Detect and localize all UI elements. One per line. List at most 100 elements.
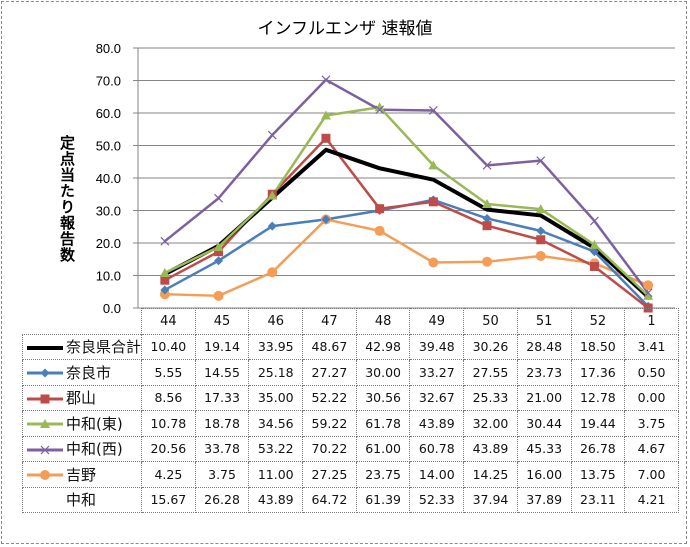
data-label: 18.50 bbox=[570, 333, 626, 360]
series-line bbox=[164, 105, 650, 297]
data-point bbox=[374, 102, 385, 112]
data-label: 14.00 bbox=[409, 461, 465, 488]
legend-marker bbox=[40, 419, 50, 429]
data-label: 37.89 bbox=[516, 486, 572, 513]
y-tick-label: 70.0 bbox=[96, 74, 121, 89]
x-tick-label: 44 bbox=[141, 308, 196, 335]
y-tick-label: 60.0 bbox=[96, 106, 121, 121]
data-point bbox=[320, 110, 331, 120]
data-label: 7.00 bbox=[624, 461, 679, 488]
data-label: 34.56 bbox=[248, 410, 304, 437]
data-point bbox=[214, 247, 224, 257]
data-label: 30.26 bbox=[463, 333, 518, 360]
data-point bbox=[267, 130, 277, 140]
legend-label: 奈良市 bbox=[66, 363, 112, 382]
legend-label: 吉野 bbox=[66, 465, 97, 484]
data-label: 14.25 bbox=[463, 461, 518, 488]
data-label: 32.00 bbox=[463, 410, 518, 437]
data-label: 25.18 bbox=[248, 359, 304, 386]
legend-entry: 中和(西) bbox=[21, 435, 143, 462]
data-label: 0.50 bbox=[624, 359, 679, 386]
x-tick-label: 49 bbox=[409, 308, 465, 335]
data-point bbox=[589, 239, 600, 249]
legend-key bbox=[27, 470, 63, 481]
data-point bbox=[482, 199, 493, 208]
legend-key bbox=[27, 368, 63, 378]
data-point bbox=[590, 216, 599, 226]
series-line bbox=[164, 78, 650, 294]
legend-label: 奈良県合計 bbox=[66, 338, 142, 357]
legend-label: 中和(西) bbox=[66, 440, 123, 459]
data-point bbox=[643, 290, 654, 300]
data-label: 70.22 bbox=[302, 435, 357, 462]
data-label: 8.56 bbox=[141, 384, 196, 411]
data-label: 27.27 bbox=[302, 359, 357, 386]
series-line bbox=[164, 218, 649, 298]
data-point bbox=[159, 267, 170, 277]
data-point bbox=[643, 288, 653, 298]
data-label: 39.48 bbox=[409, 333, 465, 360]
y-tick-label: 80.0 bbox=[96, 41, 121, 56]
data-label: 43.89 bbox=[409, 410, 465, 437]
data-point bbox=[374, 225, 385, 236]
data-point bbox=[321, 75, 331, 85]
data-label: 30.00 bbox=[355, 359, 411, 386]
data-point bbox=[482, 256, 493, 267]
legend-label: 中和(東) bbox=[66, 414, 123, 433]
data-label: 20.56 bbox=[141, 435, 196, 462]
data-point bbox=[428, 106, 438, 115]
x-tick-label: 48 bbox=[355, 308, 411, 335]
y-tick-label: 50.0 bbox=[96, 139, 121, 154]
data-label: 26.28 bbox=[194, 486, 250, 513]
legend-entry: 奈良市 bbox=[21, 359, 143, 386]
series-line bbox=[163, 147, 650, 299]
data-label: 33.95 bbox=[248, 333, 304, 360]
data-point bbox=[428, 257, 439, 268]
data-point bbox=[535, 204, 546, 214]
legend-entry: 中和(東) bbox=[21, 410, 143, 437]
x-tick-label: 51 bbox=[516, 308, 572, 335]
y-tick-label: 10.0 bbox=[96, 269, 121, 284]
data-label: 52.33 bbox=[409, 486, 465, 513]
data-point bbox=[589, 261, 599, 271]
data-point bbox=[214, 256, 224, 266]
data-point bbox=[536, 235, 546, 245]
data-point bbox=[267, 221, 277, 231]
y-axis-label: 定点当たり報告数 bbox=[58, 135, 76, 263]
data-table: 44 45 46 47 48 49 50 51 52 1 奈良県合計 10.40 19.14 33.95… bbox=[21, 308, 679, 513]
data-label: 33.78 bbox=[194, 435, 250, 462]
data-label: 27.25 bbox=[302, 461, 357, 488]
legend-key bbox=[27, 419, 63, 429]
data-point bbox=[375, 204, 385, 214]
x-tick-label: 46 bbox=[248, 308, 304, 335]
x-tick-label: 52 bbox=[570, 308, 626, 335]
legend-entry: 中和 bbox=[21, 486, 143, 513]
series-line bbox=[164, 137, 649, 309]
header-blank bbox=[22, 308, 143, 334]
data-label: 53.22 bbox=[248, 435, 304, 462]
y-tick-label: 40.0 bbox=[96, 171, 121, 186]
legend-key bbox=[27, 345, 63, 350]
data-table-row: 郡山 8.56 17.33 35.00 52.22 30.56 32.67 25.33 21.0… bbox=[21, 384, 679, 411]
data-point bbox=[267, 267, 278, 278]
data-point bbox=[482, 213, 492, 223]
data-point bbox=[375, 105, 385, 115]
data-point bbox=[536, 156, 546, 166]
data-label: 5.55 bbox=[141, 359, 196, 386]
data-table-row: 奈良市 5.55 14.55 25.18 27.27 30.00 33.27 27.55 23.… bbox=[21, 359, 679, 386]
gridlines bbox=[133, 47, 675, 309]
data-label: 26.78 bbox=[570, 435, 626, 462]
data-table-row: 吉野 4.25 3.75 11.00 27.25 23.75 14.00 14.25 16.00… bbox=[21, 461, 679, 488]
legend-marker bbox=[40, 394, 50, 404]
data-point bbox=[535, 251, 546, 261]
legend-marker bbox=[40, 368, 50, 378]
data-point bbox=[482, 160, 492, 170]
data-point bbox=[428, 197, 438, 207]
data-label: 32.67 bbox=[409, 384, 465, 411]
series-line bbox=[164, 198, 650, 308]
data-point bbox=[267, 190, 278, 200]
data-label: 52.22 bbox=[302, 384, 357, 411]
data-label: 16.00 bbox=[516, 461, 572, 488]
